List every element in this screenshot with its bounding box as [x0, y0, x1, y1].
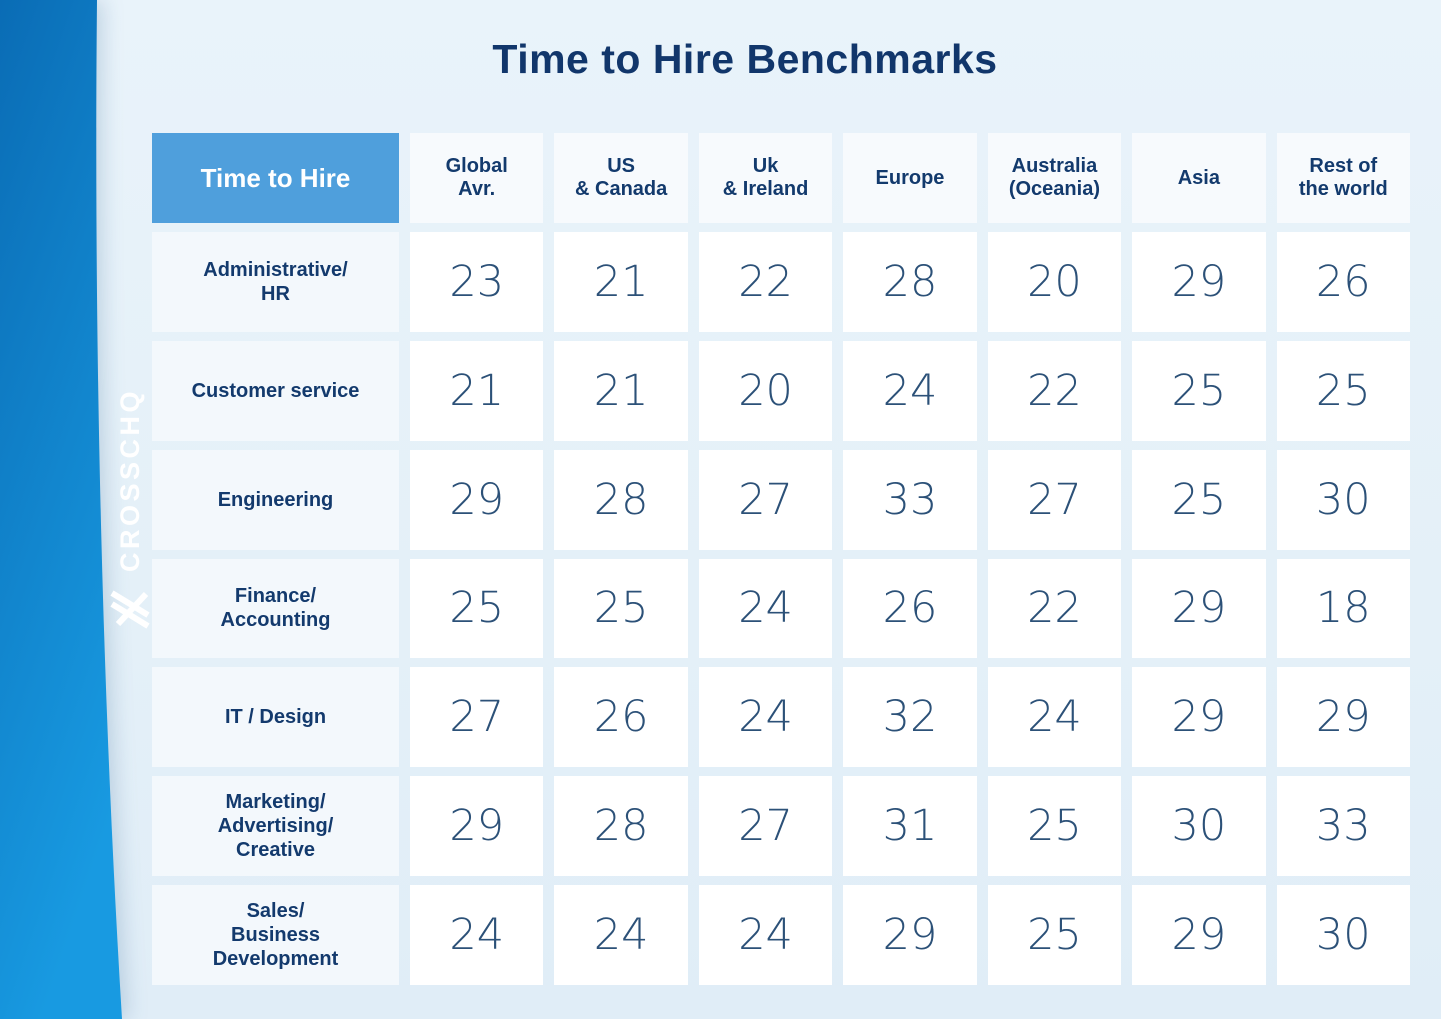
row-label-4: IT / Design [152, 667, 399, 768]
value-cell-6-3: 29 [843, 885, 977, 985]
benchmark-table: Time to Hire Global Avr. US & Canada Uk & Irel… [152, 133, 1410, 985]
value-cell-0-4: 20 [987, 232, 1122, 332]
row-label-6: Sales/Business Development [152, 885, 399, 985]
value-cell-5-2: 27 [698, 776, 833, 877]
value-cell-5-0: 29 [410, 776, 544, 877]
column-header-3: Europe [843, 133, 977, 223]
value-cell-3-1: 25 [554, 558, 688, 659]
value-cell-5-5: 30 [1132, 776, 1266, 877]
value-cell-0-5: 29 [1132, 232, 1266, 332]
value-cell-6-5: 29 [1132, 885, 1266, 985]
value-cell-1-4: 22 [987, 340, 1122, 441]
value-cell-1-3: 24 [843, 340, 977, 441]
value-cell-4-0: 27 [410, 667, 544, 768]
value-cell-1-5: 25 [1132, 340, 1266, 441]
value-cell-3-2: 24 [698, 558, 833, 659]
column-header-5: Asia [1132, 133, 1266, 223]
value-cell-4-6: 29 [1276, 667, 1410, 768]
crosschq-double-slash-x-mark-icon [110, 589, 150, 629]
sidebar-background-shape [0, 0, 122, 1019]
value-cell-0-3: 28 [843, 232, 977, 332]
column-header-6: Rest of the world [1276, 133, 1410, 223]
value-cell-6-0: 24 [410, 885, 544, 985]
value-cell-1-1: 21 [554, 340, 688, 441]
value-cell-6-1: 24 [554, 885, 688, 985]
value-cell-0-2: 22 [698, 232, 833, 332]
value-cell-2-5: 25 [1132, 449, 1266, 550]
column-header-2: Uk & Ireland [698, 133, 833, 223]
value-cell-6-2: 24 [698, 885, 833, 985]
value-cell-4-1: 26 [554, 667, 688, 768]
value-cell-3-4: 22 [987, 558, 1122, 659]
value-cell-2-3: 33 [843, 449, 977, 550]
column-header-1: US & Canada [554, 133, 688, 223]
value-cell-3-6: 18 [1276, 558, 1410, 659]
value-cell-5-3: 31 [843, 776, 977, 877]
crosschq-logo: CROSSCHQ [108, 387, 152, 631]
value-cell-2-1: 28 [554, 449, 688, 550]
value-cell-6-6: 30 [1276, 885, 1410, 985]
value-cell-4-4: 24 [987, 667, 1122, 768]
value-cell-2-0: 29 [410, 449, 544, 550]
row-label-5: Marketing/Advertising/Creative [152, 776, 399, 877]
value-cell-0-0: 23 [410, 232, 544, 332]
corner-header: Time to Hire [152, 133, 399, 223]
value-cell-3-0: 25 [410, 558, 544, 659]
row-label-3: Finance/Accounting [152, 558, 399, 659]
value-cell-5-1: 28 [554, 776, 688, 877]
column-header-4: Australia (Oceania) [987, 133, 1122, 223]
value-cell-0-1: 21 [554, 232, 688, 332]
row-label-0: Administrative/HR [152, 232, 399, 332]
value-cell-2-6: 30 [1276, 449, 1410, 550]
value-cell-3-5: 29 [1132, 558, 1266, 659]
value-cell-4-5: 29 [1132, 667, 1266, 768]
value-cell-1-6: 25 [1276, 340, 1410, 441]
brand-sidebar: CROSSCHQ [0, 0, 150, 1019]
column-header-0: Global Avr. [410, 133, 544, 223]
value-cell-6-4: 25 [987, 885, 1122, 985]
row-label-2: Engineering [152, 449, 399, 550]
value-cell-3-3: 26 [843, 558, 977, 659]
brand-name: CROSSCHQ [114, 387, 145, 572]
value-cell-1-2: 20 [698, 340, 833, 441]
value-cell-5-6: 33 [1276, 776, 1410, 877]
page-title: Time to Hire Benchmarks [492, 36, 998, 82]
value-cell-0-6: 26 [1276, 232, 1410, 332]
value-cell-2-4: 27 [987, 449, 1122, 550]
row-label-1: Customer service [152, 340, 399, 441]
value-cell-4-2: 24 [698, 667, 833, 768]
value-cell-4-3: 32 [843, 667, 977, 768]
value-cell-2-2: 27 [698, 449, 833, 550]
value-cell-1-0: 21 [410, 340, 544, 441]
value-cell-5-4: 25 [987, 776, 1122, 877]
